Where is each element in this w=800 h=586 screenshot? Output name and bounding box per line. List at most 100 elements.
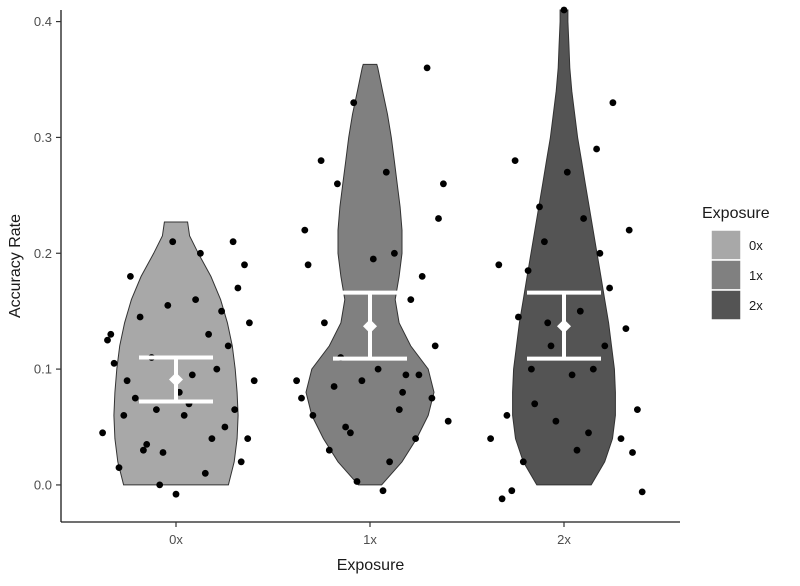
data-point-1x-11 — [342, 423, 349, 431]
data-point-2x-7 — [576, 307, 584, 315]
data-point-2x-9 — [528, 365, 535, 373]
data-point-2x-18 — [487, 435, 494, 442]
y-tick-label-4: 0.4 — [34, 14, 52, 29]
data-point-2x-0 — [511, 157, 519, 165]
data-point-0x-1 — [205, 330, 213, 338]
data-point-0x-14 — [197, 249, 204, 257]
data-point-2x-15 — [585, 429, 592, 437]
data-point-1x-2 — [423, 64, 431, 72]
data-point-2x-11 — [503, 412, 511, 419]
data-point-2x-4 — [593, 145, 600, 153]
data-point-0x-4 — [140, 446, 147, 454]
data-point-0x-17 — [99, 429, 106, 437]
data-point-2x-32 — [596, 249, 604, 257]
mean-ci-summaries — [139, 290, 601, 404]
data-point-2x-34 — [563, 168, 571, 176]
legend-swatch-0x — [710, 229, 742, 261]
data-point-1x-0 — [350, 99, 358, 107]
data-point-1x-4 — [391, 249, 398, 257]
data-point-0x-25 — [224, 342, 232, 350]
violin-0x — [113, 221, 239, 486]
data-point-0x-2 — [164, 302, 172, 309]
violin-2x — [512, 9, 616, 486]
data-point-0x-9 — [188, 371, 196, 379]
data-point-1x-6 — [407, 296, 415, 303]
legend-title: Exposure — [702, 205, 770, 222]
data-point-1x-12 — [399, 388, 406, 396]
data-point-2x-28 — [531, 400, 539, 408]
data-point-0x-5 — [180, 412, 188, 419]
data-point-0x-3 — [229, 238, 237, 246]
data-point-2x-5 — [495, 261, 503, 269]
data-point-2x-14 — [552, 417, 560, 425]
data-point-2x-17 — [634, 406, 641, 413]
data-point-1x-13 — [325, 446, 333, 454]
data-point-1x-7 — [301, 226, 309, 234]
data-point-0x-37 — [231, 406, 239, 413]
data-point-2x-26 — [547, 342, 555, 350]
jitter-points — [99, 6, 646, 503]
mean-marker-0x — [169, 372, 183, 387]
data-point-1x-5 — [334, 180, 341, 188]
data-point-2x-2 — [609, 99, 617, 107]
data-point-1x-17 — [293, 377, 300, 385]
data-point-1x-27 — [444, 417, 452, 425]
violin-1x — [305, 63, 435, 486]
data-point-0x-32 — [218, 307, 226, 315]
legend-label-0x: 0x — [749, 238, 763, 253]
data-point-2x-16 — [519, 458, 527, 466]
data-point-1x-10 — [415, 371, 423, 379]
data-point-1x-32 — [402, 371, 410, 379]
data-point-1x-16 — [440, 180, 447, 188]
data-point-1x-19 — [353, 478, 361, 485]
data-point-1x-21 — [412, 435, 419, 442]
data-point-0x-15 — [131, 394, 139, 402]
data-point-2x-31 — [629, 449, 636, 456]
data-point-1x-1 — [382, 168, 390, 176]
data-point-1x-25 — [395, 406, 403, 413]
data-point-2x-27 — [589, 365, 597, 373]
data-point-1x-26 — [321, 319, 328, 327]
mean-marker-2x — [557, 319, 571, 334]
data-point-0x-23 — [153, 406, 160, 413]
data-point-2x-24 — [515, 313, 522, 321]
y-tick-label-2: 0.2 — [34, 246, 52, 261]
legend-swatch-1x — [710, 259, 742, 291]
data-point-0x-28 — [169, 238, 177, 246]
data-point-1x-31 — [298, 394, 305, 402]
legend-label-2x: 2x — [749, 298, 763, 313]
data-point-0x-22 — [208, 435, 216, 442]
x-tick-label-0x: 0x — [169, 532, 183, 547]
x-tick-label-1x: 1x — [363, 532, 377, 547]
legend-label-1x: 1x — [749, 268, 763, 283]
data-point-1x-33 — [330, 383, 338, 390]
data-point-1x-23 — [428, 394, 436, 402]
mean-marker-1x — [363, 319, 377, 334]
x-tick-label-2x: 2x — [557, 532, 571, 547]
axes: 0.0 0.1 0.2 0.3 0.4 0x 1x 2x Exposure Accuracy Ra… — [7, 10, 680, 574]
data-point-1x-9 — [358, 377, 366, 385]
data-point-2x-29 — [573, 446, 581, 454]
data-point-0x-33 — [104, 336, 111, 344]
data-point-0x-13 — [115, 464, 123, 471]
data-point-2x-13 — [568, 371, 576, 379]
data-point-1x-24 — [304, 261, 312, 269]
data-point-2x-23 — [606, 284, 613, 292]
data-point-0x-12 — [246, 319, 253, 327]
legend-swatch-2x — [710, 289, 742, 321]
data-point-0x-29 — [241, 261, 248, 269]
data-point-1x-18 — [386, 458, 393, 466]
data-point-0x-6 — [123, 377, 131, 385]
data-point-0x-19 — [159, 449, 167, 456]
data-point-2x-3 — [536, 203, 543, 211]
data-point-0x-27 — [192, 296, 200, 303]
data-point-2x-30 — [508, 487, 516, 495]
data-point-0x-24 — [250, 377, 258, 385]
data-point-2x-25 — [622, 325, 630, 332]
data-point-2x-1 — [560, 6, 568, 14]
violins — [113, 9, 616, 486]
data-point-0x-8 — [107, 330, 115, 338]
data-point-2x-21 — [580, 215, 587, 222]
